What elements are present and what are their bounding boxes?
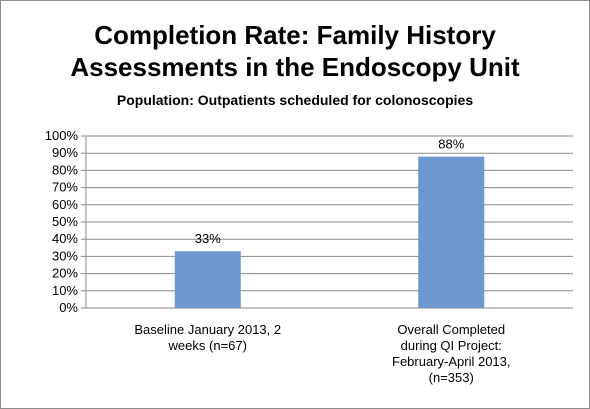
y-tick-label: 50% xyxy=(52,214,78,229)
category-label-baseline: Baseline January 2013, 2 weeks (n=67) xyxy=(108,322,308,354)
y-tick-label: 70% xyxy=(52,180,78,195)
y-tick-label: 90% xyxy=(52,145,78,160)
category-label-line: Baseline January 2013, 2 xyxy=(134,322,282,337)
category-label-line: during QI Project: xyxy=(400,338,502,353)
bar xyxy=(174,251,241,308)
chart-subtitle: Population: Outpatients scheduled for co… xyxy=(116,92,474,108)
bar xyxy=(418,156,485,308)
category-label-line: Overall Completed xyxy=(397,322,506,337)
y-tick-label: 10% xyxy=(52,283,78,298)
chart-title-line-1: Completion Rate: Family History xyxy=(94,20,496,50)
category-label-qi-project: Overall Completed during QI Project: Febru… xyxy=(351,322,551,386)
y-tick-label: 30% xyxy=(52,248,78,263)
category-label-line: (n=353) xyxy=(428,370,474,385)
y-tick-label: 100% xyxy=(45,128,79,143)
category-label-line: weeks (n=67) xyxy=(168,338,247,353)
y-tick-label: 60% xyxy=(52,197,78,212)
y-tick-label: 40% xyxy=(52,231,78,246)
chart-title-line-2: Assessments in the Endoscopy Unit xyxy=(70,52,520,82)
y-tick-label: 0% xyxy=(59,300,78,315)
y-tick-label: 20% xyxy=(52,266,78,281)
data-label: 88% xyxy=(438,137,464,152)
category-label-line: February-April 2013, xyxy=(392,354,511,369)
data-label: 33% xyxy=(195,231,221,246)
y-tick-label: 80% xyxy=(52,162,78,177)
chart-title: Completion Rate: Family History Assessme… xyxy=(1,19,589,83)
